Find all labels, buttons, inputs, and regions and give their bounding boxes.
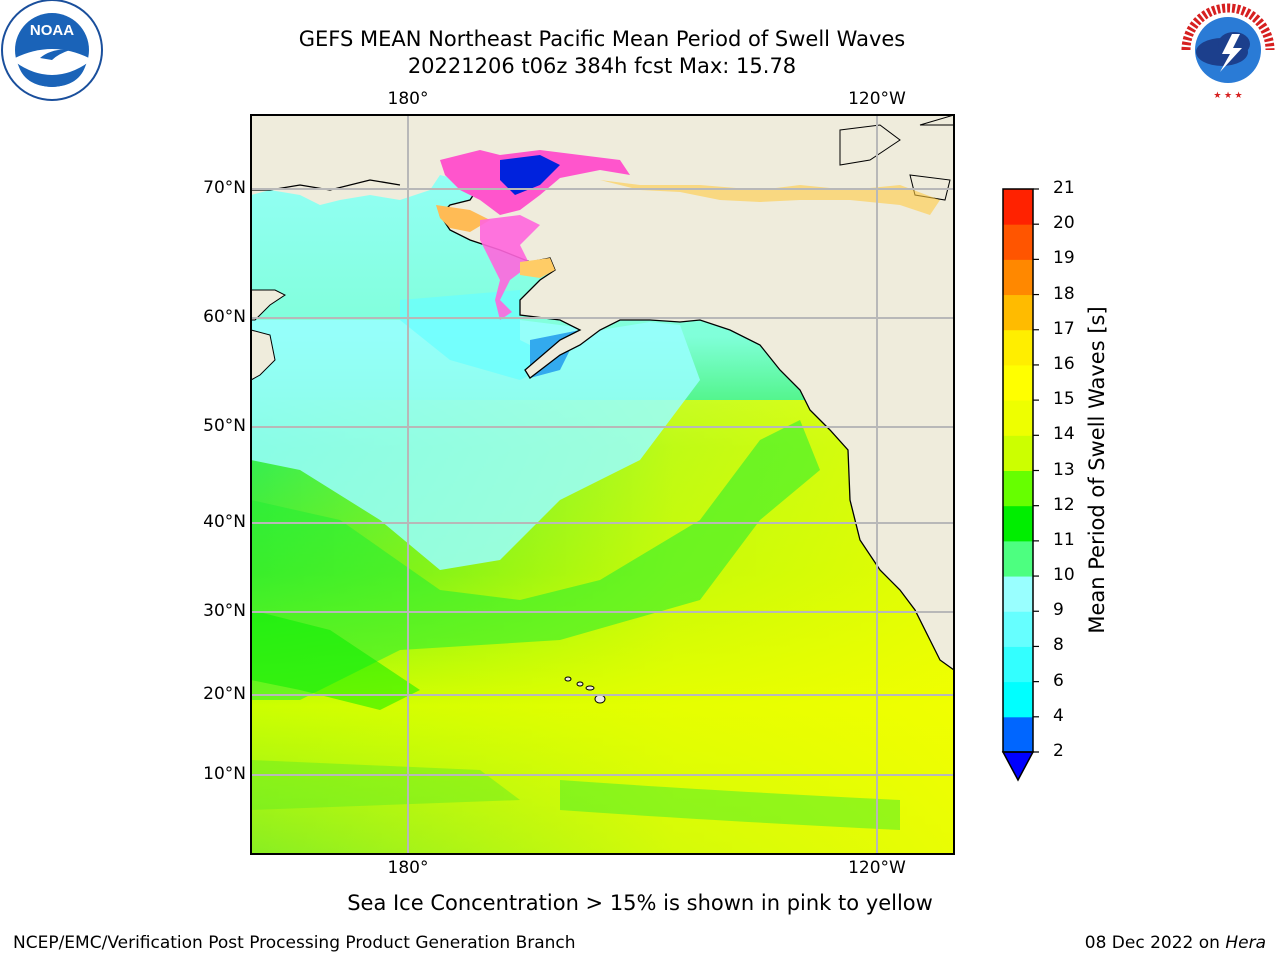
footer-date: 08 Dec 2022 on Hera — [1085, 933, 1266, 953]
graticule — [251, 115, 954, 854]
colorbar-tick-label: 16 — [1053, 353, 1075, 374]
colorbar-tick-label: 2 — [1053, 741, 1064, 761]
map-frame — [250, 114, 955, 855]
colorbar-segment — [1003, 364, 1033, 401]
footer-host: Hera — [1225, 933, 1266, 953]
chart-title: GEFS MEAN Northeast Pacific Mean Period … — [298, 27, 906, 51]
lon-label-bottom-120w: 120°W — [848, 858, 906, 878]
svg-text:★ ★ ★: ★ ★ ★ — [1213, 90, 1242, 100]
colorbar-segment — [1003, 716, 1033, 753]
colorbar-segment — [1003, 329, 1033, 366]
colorbar-tick-label: 20 — [1053, 213, 1075, 234]
colorbar-segment — [1003, 189, 1033, 225]
colorbar-tick-label: 19 — [1053, 248, 1075, 269]
colorbar-tick-label: 6 — [1053, 670, 1064, 691]
colorbar-tick-label: 14 — [1053, 424, 1075, 445]
colorbar-segment — [1003, 576, 1033, 612]
colorbar-segment — [1003, 400, 1033, 436]
colorbar-tick-label: 12 — [1053, 494, 1075, 515]
colorbar-segment — [1003, 294, 1033, 331]
svg-text:NOAA: NOAA — [30, 22, 74, 39]
colorbar-tick-label: 9 — [1053, 600, 1064, 621]
lat-label-70: 70°N — [203, 178, 246, 198]
footer-date-text: 08 Dec 2022 on — [1084, 933, 1226, 953]
colorbar-tick-label: 8 — [1053, 635, 1064, 656]
lat-label-30: 30°N — [203, 601, 246, 621]
colorbar-tick-label: 15 — [1053, 389, 1075, 410]
colorbar-tick-label: 17 — [1053, 318, 1075, 339]
lat-label-40: 40°N — [203, 512, 246, 532]
colorbar-segment — [1003, 681, 1033, 718]
colorbar-tick-label: 10 — [1053, 565, 1075, 586]
noaa-logo: NOAA — [1, 0, 103, 101]
colorbar-segment — [1003, 540, 1033, 577]
lon-label-top-180: 180° — [387, 89, 429, 109]
colorbar-tick-label: 13 — [1053, 459, 1075, 480]
hawaii-islands — [564, 676, 606, 704]
colorbar-tick-label: 4 — [1053, 705, 1064, 726]
colorbar-tick-label: 11 — [1053, 529, 1075, 550]
lat-label-10: 10°N — [203, 764, 246, 784]
lat-label-60: 60°N — [203, 307, 246, 327]
colorbar-tick-label: 21 — [1053, 178, 1075, 198]
chart-subtitle: 20221206 t06z 384h fcst Max: 15.78 — [407, 54, 797, 78]
colorbar-label: Mean Period of Swell Waves [s] — [1085, 306, 1109, 634]
colorbar-segment — [1003, 259, 1033, 296]
lon-label-top-120w: 120°W — [848, 89, 906, 109]
colorbar-segment — [1003, 470, 1033, 507]
lon-label-bottom-180: 180° — [387, 858, 429, 878]
colorbar-tick-label: 18 — [1053, 283, 1075, 304]
land-north-america — [251, 115, 954, 670]
footer-credit: NCEP/EMC/Verification Post Processing Pr… — [13, 933, 576, 953]
nws-logo: ★ ★ ★ — [1180, 2, 1276, 100]
colorbar-underflow-arrow — [1001, 751, 1035, 782]
colorbar-segment — [1003, 435, 1033, 471]
colorbar-segment — [1003, 646, 1033, 683]
lat-label-20: 20°N — [203, 684, 246, 704]
sea-ice-note: Sea Ice Concentration > 15% is shown in … — [347, 891, 933, 915]
lat-label-50: 50°N — [203, 416, 246, 436]
colorbar-segment — [1003, 611, 1033, 647]
colorbar-segment — [1003, 224, 1033, 260]
colorbar-segment — [1003, 505, 1033, 542]
